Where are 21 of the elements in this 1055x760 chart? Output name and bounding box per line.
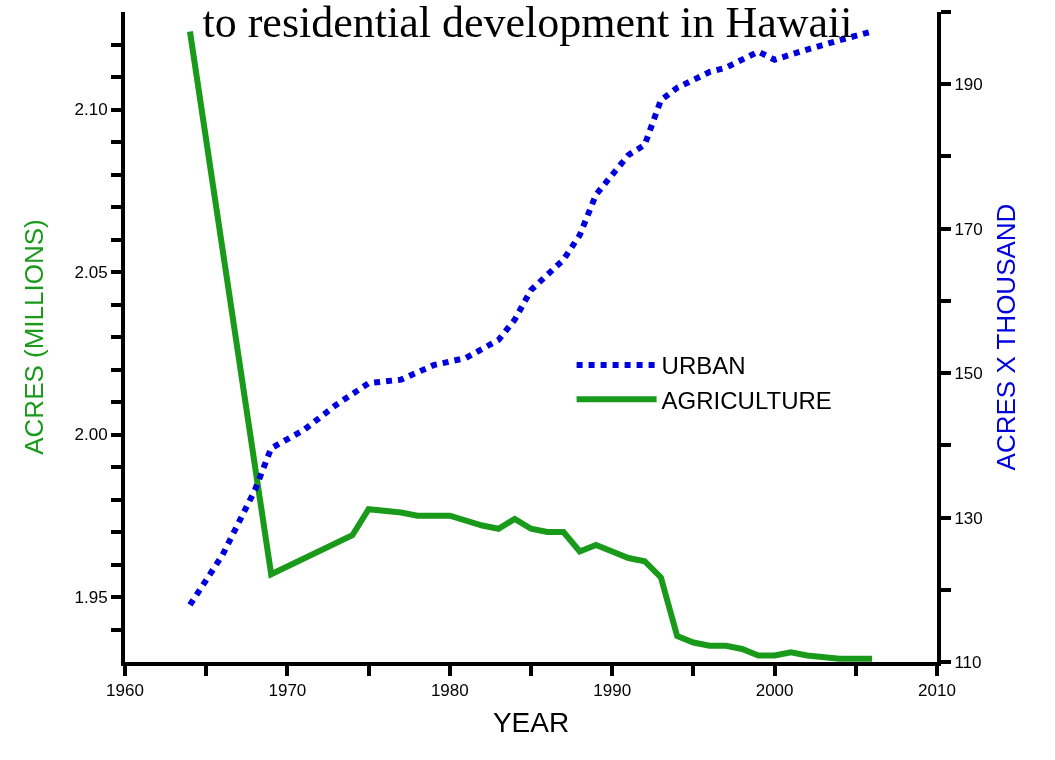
y2-tick-label: 110	[954, 652, 982, 672]
x-tick-label: 1970	[268, 681, 307, 701]
y-tick-label: 2.00	[74, 425, 108, 445]
y-tick-label: 2.05	[74, 262, 108, 282]
x-tick-label: 1990	[593, 681, 632, 701]
y2-tick-label: 130	[954, 508, 983, 528]
legend-label: URBAN	[661, 352, 746, 380]
legend-label: AGRICULTURE	[661, 386, 832, 414]
y2-tick-label: 150	[954, 364, 983, 384]
y-tick-label: 1.95	[74, 587, 108, 607]
chart-title: to residential development in Hawaii	[202, 0, 853, 47]
y-tick-label: 2.10	[74, 100, 108, 120]
x-tick-label: 1980	[430, 681, 469, 701]
x-tick-label: 2000	[755, 681, 794, 701]
y2-axis-title: ACRES X THOUSAND	[990, 203, 1021, 471]
y-axis-title: ACRES (MILLIONS)	[19, 219, 50, 455]
x-axis-title: YEAR	[492, 707, 570, 738]
y2-tick-label: 190	[954, 75, 983, 95]
y2-tick-label: 170	[954, 219, 983, 239]
x-tick-label: 1960	[106, 681, 144, 701]
x-tick-label: 2010	[918, 681, 956, 701]
